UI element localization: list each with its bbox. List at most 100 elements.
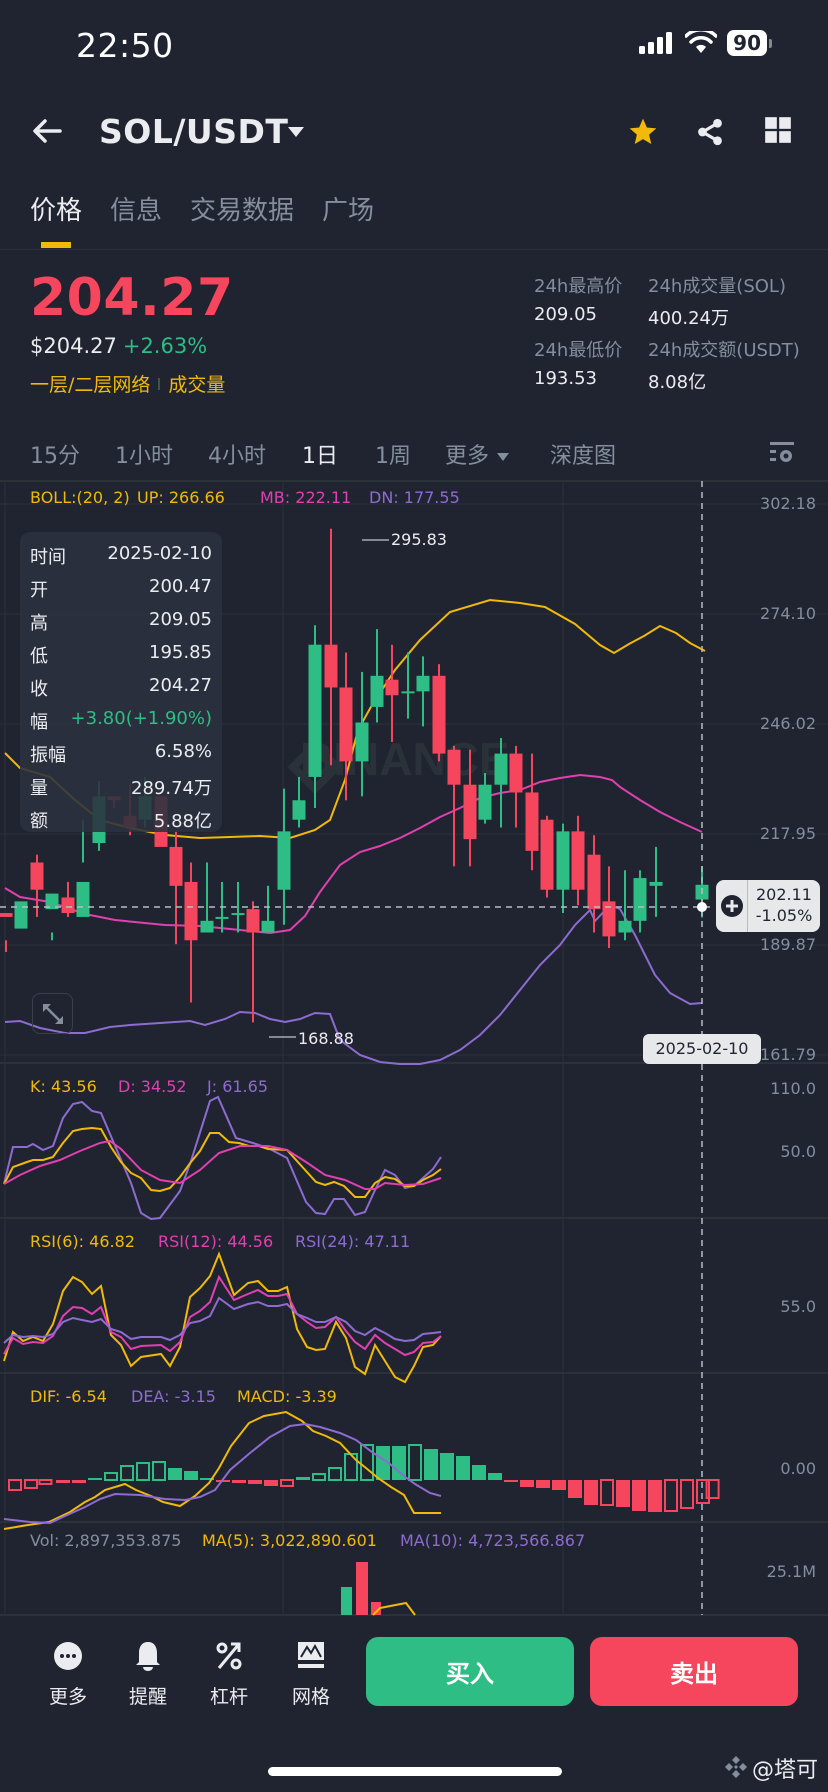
usd-price: $204.27 (30, 334, 117, 358)
chart-settings-icon[interactable] (770, 442, 796, 466)
stat-low-value: 193.53 (534, 368, 597, 389)
interval-1d[interactable]: 1日 (302, 444, 338, 469)
tooltip-value: 289.74万 (131, 778, 212, 799)
caret-down-icon[interactable] (288, 127, 304, 137)
interval-4h[interactable]: 4小时 (208, 444, 266, 469)
stat-low-label: 24h最低价 (534, 340, 623, 361)
stat-low: 24h最低价 193.53 (534, 336, 622, 389)
stat-vol-sol-value: 400.24万 (648, 308, 729, 329)
tooltip-row-volume: 量 289.74万 (30, 774, 212, 800)
fullscreen-button[interactable] (32, 993, 73, 1034)
star-icon[interactable] (627, 116, 659, 148)
crosshair-price-tag[interactable]: 202.11 -1.05% (716, 880, 820, 932)
tooltip-label: 幅 (30, 712, 48, 733)
nav-grid-label: 网格 (291, 1686, 330, 1708)
signal-icon (639, 32, 673, 54)
tooltip-value: 6.58% (154, 741, 212, 762)
binance-logo-icon (724, 1756, 747, 1778)
tooltip-row-time: 时间 2025-02-10 (30, 543, 212, 569)
share-icon[interactable] (695, 116, 725, 148)
divider (0, 249, 828, 250)
header: SOL/USDT (0, 108, 828, 158)
more-icon (54, 1642, 82, 1670)
pair-title[interactable]: SOL/USDT (99, 112, 289, 151)
change-percent: +2.63% (122, 334, 208, 358)
tag-layer-network[interactable]: 一层/二层网络 (30, 374, 151, 396)
tooltip-row-change: 幅 +3.80(+1.90%) (30, 708, 212, 734)
nav-alert[interactable]: 提醒 (118, 1638, 178, 1709)
tooltip-row-close: 收 204.27 (30, 675, 212, 701)
svg-text:BINANCE: BINANCE (300, 733, 510, 785)
watermark: @塔可 (724, 1752, 818, 1784)
expand-icon (42, 1003, 63, 1024)
tab-info[interactable]: 信息 (110, 196, 163, 226)
tab-trading-data[interactable]: 交易数据 (190, 196, 295, 226)
tooltip-row-open: 开 200.47 (30, 576, 212, 602)
plus-circle-icon (720, 895, 743, 917)
back-arrow-icon[interactable] (30, 116, 64, 146)
tooltip-value: 195.85 (149, 642, 212, 663)
watermark-text: @塔可 (751, 1758, 818, 1783)
nav-alert-label: 提醒 (128, 1686, 167, 1708)
candle-tooltip: 时间 2025-02-10 开 200.47 高 209.05 低 195.85 收 20… (20, 532, 222, 832)
tooltip-label: 时间 (30, 547, 66, 568)
stat-high-label: 24h最高价 (534, 276, 623, 297)
tooltip-value: 5.88亿 (153, 811, 212, 832)
grid-icon[interactable] (764, 116, 792, 144)
interval-1h[interactable]: 1小时 (115, 444, 173, 469)
tooltip-row-high: 高 209.05 (30, 609, 212, 635)
interval-1w[interactable]: 1周 (375, 444, 411, 469)
category-tags: 一层/二层网络 成交量 (30, 370, 225, 397)
grid-trading-icon (298, 1642, 324, 1668)
tooltip-label: 振幅 (30, 745, 66, 766)
stat-high: 24h最高价 209.05 (534, 272, 622, 325)
status-icons: 90 (639, 30, 772, 56)
buy-button[interactable]: 买入 (366, 1637, 574, 1706)
tooltip-label: 开 (30, 580, 48, 601)
crosshair-price: 202.11 (756, 885, 812, 904)
tooltip-value: 209.05 (149, 609, 212, 630)
nav-more-label: 更多 (48, 1686, 87, 1708)
stat-high-value: 209.05 (534, 304, 597, 325)
home-indicator[interactable] (268, 1767, 562, 1776)
tooltip-label: 收 (30, 679, 48, 700)
stat-vol-sol: 24h成交量(SOL) 400.24万 (648, 272, 786, 330)
tag-volume[interactable]: 成交量 (168, 374, 226, 396)
stat-vol-usdt-label: 24h成交额(USDT) (648, 340, 800, 361)
stat-vol-sol-label: 24h成交量(SOL) (648, 276, 786, 297)
last-price: 204.27 (30, 268, 234, 328)
tag-separator (158, 377, 161, 390)
nav-more[interactable]: 更多 (38, 1638, 98, 1709)
tooltip-row-amount: 额 5.88亿 (30, 807, 212, 833)
tooltip-label: 额 (30, 811, 48, 832)
interval-selector: 15分 1小时 4小时 1日 1周 更多 深度图 (30, 438, 828, 472)
crosshair-date-tag: 2025-02-10 (643, 1034, 761, 1064)
active-tab-indicator (41, 242, 71, 248)
kline-chart[interactable]: BINANCE (0, 480, 828, 1616)
interval-more[interactable]: 更多 (445, 438, 510, 470)
stat-vol-usdt-value: 8.08亿 (648, 372, 707, 393)
leverage-icon (216, 1642, 242, 1670)
battery-tip (769, 38, 772, 48)
tooltip-value: 204.27 (149, 675, 212, 696)
tooltip-label: 量 (30, 778, 48, 799)
interval-15m[interactable]: 15分 (30, 444, 80, 469)
stat-vol-usdt: 24h成交额(USDT) 8.08亿 (648, 336, 800, 394)
tab-price[interactable]: 价格 (30, 196, 83, 226)
nav-leverage[interactable]: 杠杆 (199, 1638, 259, 1709)
interval-more-label: 更多 (445, 444, 490, 469)
tooltip-label: 低 (30, 646, 48, 667)
bell-icon (136, 1642, 160, 1671)
tooltip-label: 高 (30, 613, 48, 634)
tooltip-value: +3.80(+1.90%) (70, 708, 212, 729)
crosshair-change: -1.05% (755, 906, 813, 925)
interval-depth[interactable]: 深度图 (550, 444, 617, 469)
page-tabs: 价格 信息 交易数据 广场 (30, 190, 402, 227)
tab-square[interactable]: 广场 (322, 196, 375, 226)
add-order-button[interactable] (716, 880, 748, 932)
nav-grid[interactable]: 网格 (281, 1638, 341, 1709)
caret-down-icon (497, 453, 510, 461)
battery-indicator: 90 (727, 30, 767, 56)
usd-price-row: $204.27 +2.63% (30, 334, 207, 358)
sell-button[interactable]: 卖出 (590, 1637, 798, 1706)
